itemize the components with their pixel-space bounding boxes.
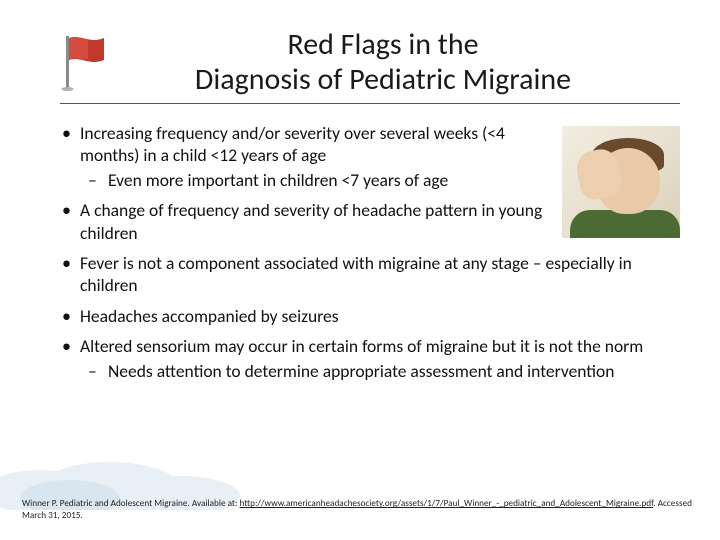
bullet-item: Increasing frequency and/or severity ove…	[58, 122, 680, 191]
bullet-item: Headaches accompanied by seizures	[58, 305, 680, 327]
red-flag-icon	[60, 32, 108, 97]
bullet-item: A change of frequency and severity of he…	[58, 199, 680, 244]
sub-bullet-text: Needs attention to determine appropriate…	[108, 360, 614, 382]
bullet-text: Increasing frequency and/or severity ove…	[80, 122, 505, 166]
bullet-item: Altered sensorium may occur in certain f…	[58, 335, 680, 382]
title-line1: Red Flags in the	[287, 26, 478, 63]
content-area: Increasing frequency and/or severity ove…	[40, 122, 680, 382]
bullet-text: Altered sensorium may occur in certain f…	[80, 335, 643, 357]
bullet-item: Fever is not a component associated with…	[58, 252, 680, 297]
sub-bullet-item: Even more important in children <7 years…	[80, 169, 680, 191]
bullet-text: Headaches accompanied by seizures	[80, 305, 339, 327]
slide-root: Red Flags in the Diagnosis of Pediatric …	[0, 0, 720, 540]
citation-link[interactable]: http://www.americanheadachesociety.org/a…	[240, 498, 654, 509]
bullet-list: Increasing frequency and/or severity ove…	[58, 122, 680, 382]
bullet-text: Fever is not a component associated with…	[80, 252, 632, 296]
slide-title: Red Flags in the Diagnosis of Pediatric …	[116, 28, 680, 97]
citation-text: Winner P. Pediatric and Adolescent Migra…	[22, 498, 698, 522]
sub-bullet-text: Even more important in children <7 years…	[108, 169, 448, 191]
title-line2: Diagnosis of Pediatric Migraine	[195, 61, 571, 98]
citation-prefix: Winner P. Pediatric and Adolescent Migra…	[22, 498, 240, 509]
bullet-text: A change of frequency and severity of he…	[80, 199, 542, 243]
sub-bullet-item: Needs attention to determine appropriate…	[80, 360, 680, 382]
title-row: Red Flags in the Diagnosis of Pediatric …	[60, 28, 680, 104]
